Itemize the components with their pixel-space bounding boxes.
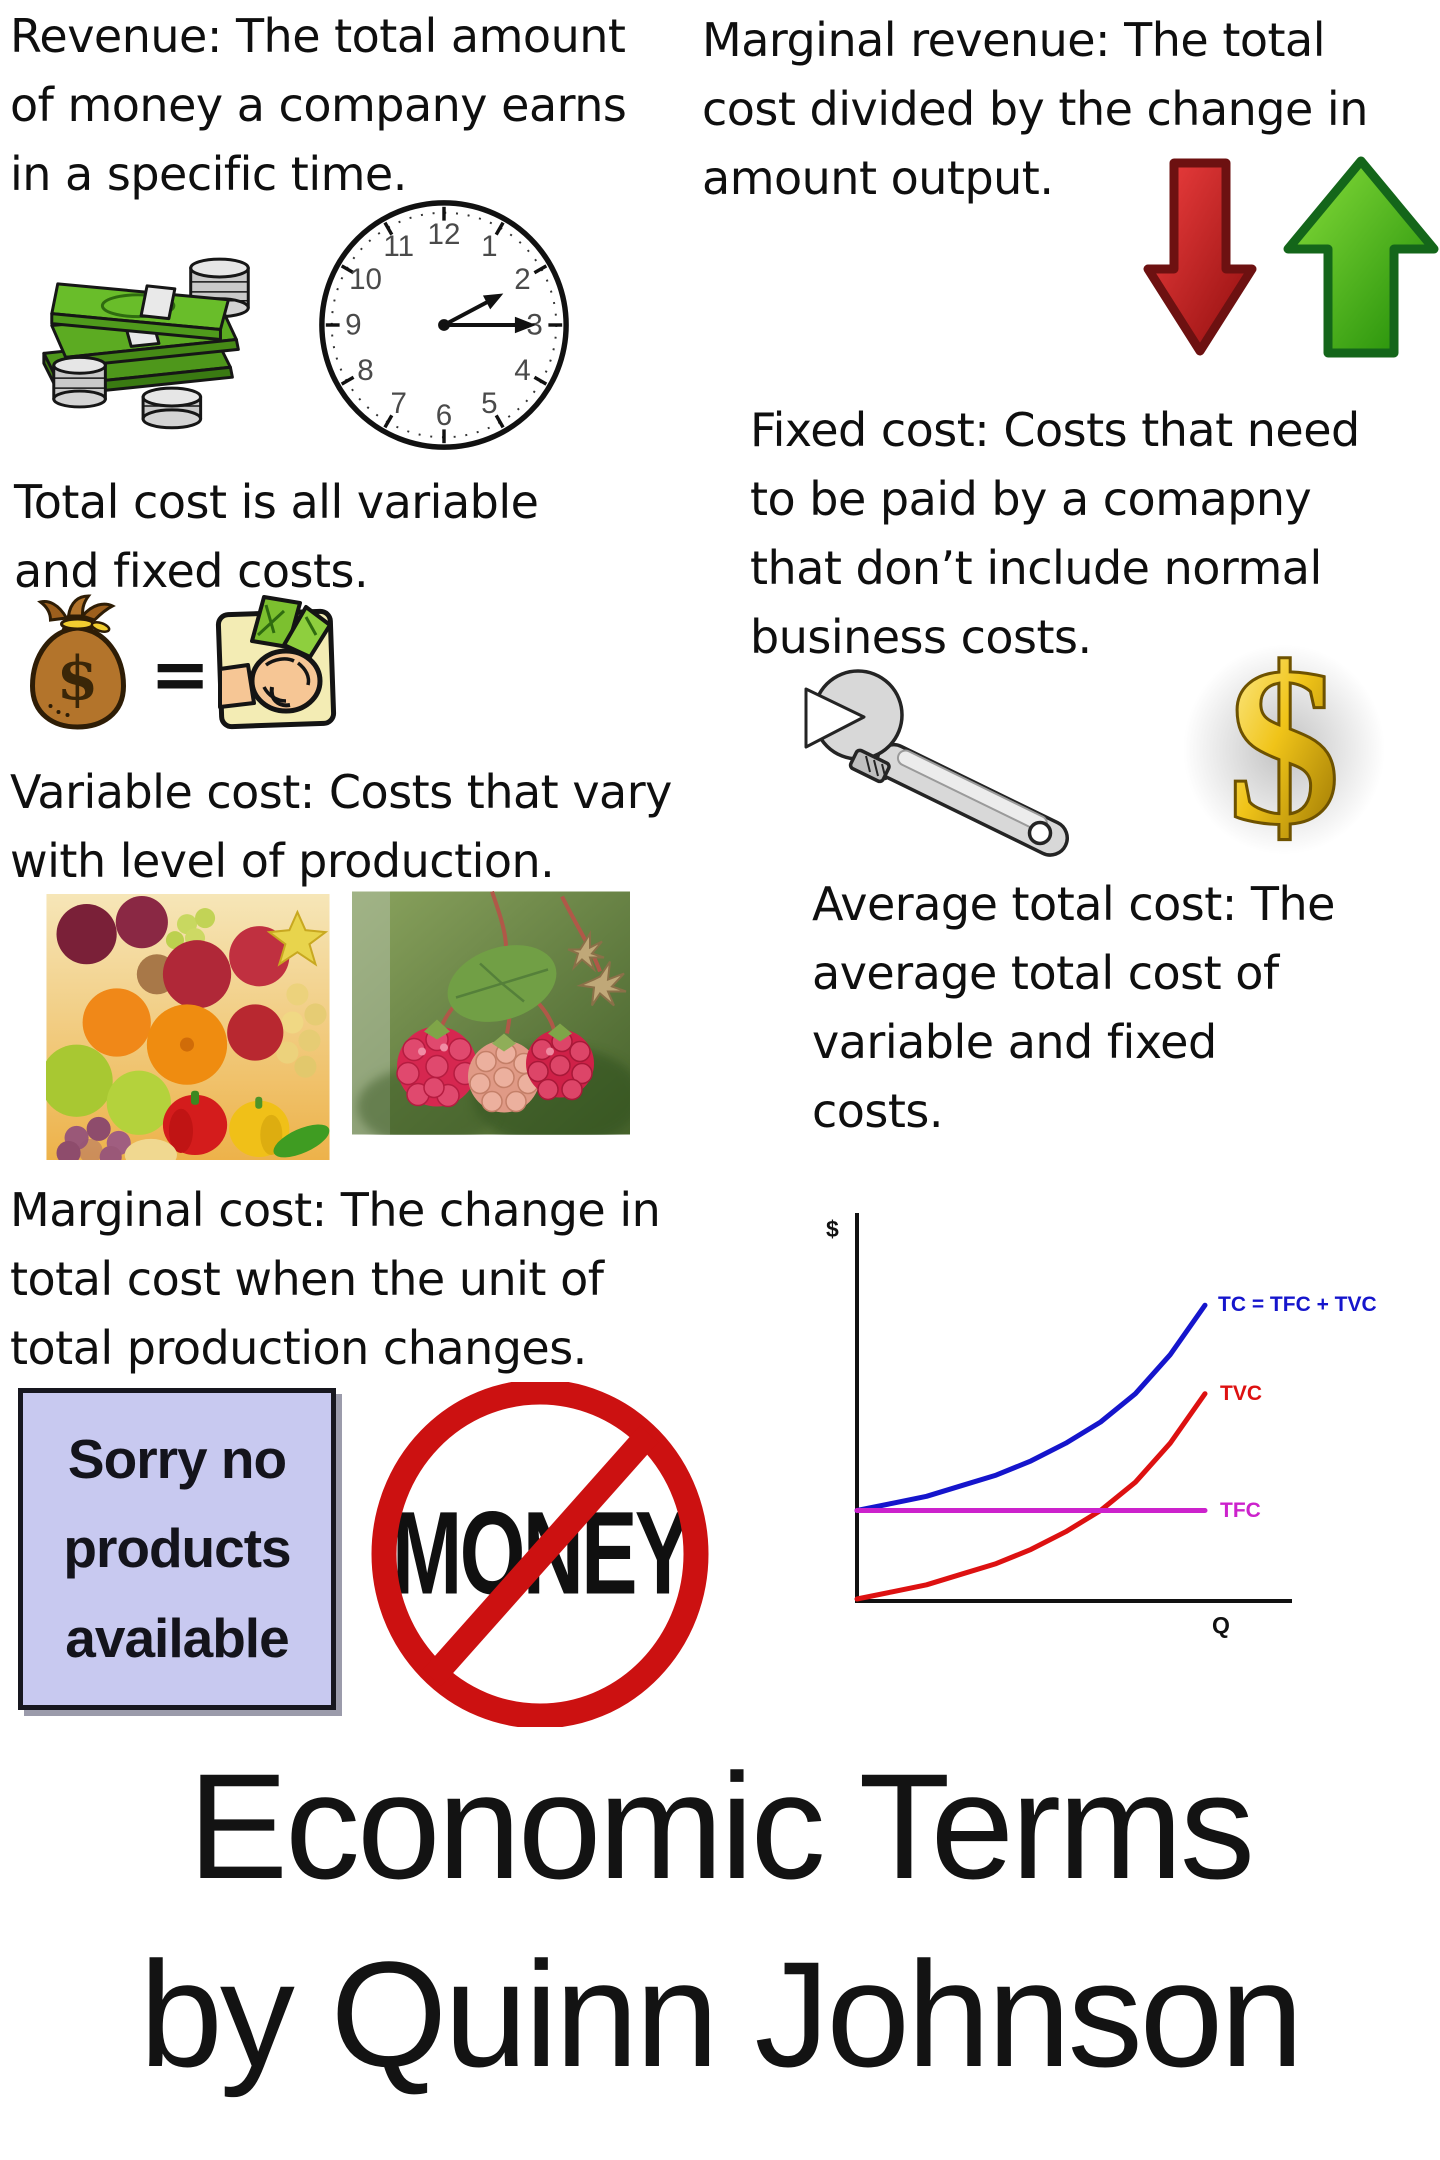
- average-total-cost-definition: Average total cost: The average total co…: [812, 870, 1412, 1146]
- chart-series-label-tc: TC = TFC + TVC: [1218, 1293, 1377, 1316]
- equals-sign: =: [150, 632, 211, 716]
- total-cost-line: Total cost is all variable: [14, 475, 539, 529]
- variable-cost-definition: Variable cost: Costs that vary with leve…: [10, 758, 730, 896]
- clock-number: 2: [514, 263, 530, 296]
- poster-title-line2: by Quinn Johnson: [139, 1930, 1303, 2098]
- clock-number: 7: [390, 387, 406, 420]
- average-total-cost-line: costs.: [812, 1084, 944, 1138]
- total-cost-definition: Total cost is all variable and fixed cos…: [14, 468, 654, 606]
- clock-number: 1: [481, 230, 497, 263]
- fixed-cost-line: that don’t include normal: [750, 541, 1322, 595]
- chart-curves: [854, 1302, 1208, 1602]
- chart-y-axis-label: $: [826, 1216, 839, 1242]
- fixed-cost-definition: Fixed cost: Costs that need to be paid b…: [750, 396, 1440, 672]
- average-total-cost-line: Average total cost: The: [812, 877, 1335, 931]
- clock-number: 5: [481, 387, 497, 420]
- sorry-sign-line: products: [63, 1517, 291, 1580]
- clock-icon: 12 1 2 3 4 5 6 7 8 9 10 11: [314, 192, 574, 462]
- fruits-photo: [40, 894, 330, 1172]
- marginal-revenue-line: cost divided by the change in: [702, 82, 1368, 136]
- fixed-cost-line: to be paid by a comapny: [750, 472, 1312, 526]
- clock-number: 11: [383, 230, 414, 263]
- average-total-cost-line: variable and fixed: [812, 1015, 1217, 1069]
- poster-title: Economic Terms by Quinn Johnson: [0, 1732, 1440, 2108]
- clock-number: 8: [357, 354, 373, 387]
- wrench-icon: [804, 658, 1104, 874]
- poster-title-line1: Economic Terms: [188, 1742, 1255, 1910]
- clock-number: 10: [349, 263, 382, 296]
- clock-number: 9: [345, 309, 361, 342]
- clock-number: 12: [428, 218, 461, 251]
- marginal-cost-line: Marginal cost: The change in: [10, 1183, 661, 1237]
- marginal-cost-line: total production changes.: [10, 1321, 587, 1375]
- marginal-revenue-definition: Marginal revenue: The total cost divided…: [702, 6, 1440, 213]
- no-money-sign: MONEY: [362, 1382, 718, 1727]
- down-arrow-icon: [1140, 150, 1260, 368]
- variable-cost-line: with level of production.: [10, 834, 555, 888]
- marginal-cost-definition: Marginal cost: The change in total cost …: [10, 1176, 730, 1383]
- total-cost-line: and fixed costs.: [14, 544, 369, 598]
- raspberries-photo: [352, 890, 642, 1147]
- money-bag-dollar: $: [57, 644, 99, 714]
- money-stack-icon: [24, 238, 282, 436]
- revenue-line: in a specific time.: [10, 147, 407, 201]
- variable-cost-line: Variable cost: Costs that vary: [10, 765, 672, 819]
- gold-dollar-symbol: $: [1227, 622, 1341, 860]
- revenue-line: of money a company earns: [10, 78, 627, 132]
- sorry-sign-line: Sorry no: [67, 1428, 287, 1491]
- sorry-sign-line: available: [65, 1606, 289, 1669]
- revenue-definition: Revenue: The total amount of money a com…: [10, 2, 710, 209]
- marginal-cost-line: total cost when the unit of: [10, 1252, 604, 1306]
- marginal-revenue-line: Marginal revenue: The total: [702, 13, 1326, 67]
- sorry-no-products-sign: Sorry no products available: [18, 1388, 336, 1710]
- prohibition-circle-icon: [371, 1382, 709, 1727]
- revenue-line: Revenue: The total amount: [10, 9, 626, 63]
- chart-series-label-tfc: TFC: [1220, 1499, 1261, 1522]
- up-arrow-icon: [1282, 152, 1440, 368]
- clock-number: 6: [436, 399, 452, 432]
- average-total-cost-line: average total cost of: [812, 946, 1279, 1000]
- chart-series-label-tvc: TVC: [1220, 1382, 1262, 1405]
- chart-x-axis-label: Q: [1212, 1612, 1230, 1638]
- gold-dollar-icon: $: [1178, 620, 1390, 874]
- money-bag-icon: $: [20, 594, 136, 738]
- clock-number: 4: [514, 354, 530, 387]
- fixed-cost-line: Fixed cost: Costs that need: [750, 403, 1360, 457]
- marginal-revenue-line: amount output.: [702, 151, 1054, 205]
- cash-in-hand-icon: [214, 590, 342, 736]
- cost-curves-chart: $ Q TC = TFC + TVC TVC TFC: [800, 1183, 1420, 1657]
- fixed-cost-line: business costs.: [750, 610, 1092, 664]
